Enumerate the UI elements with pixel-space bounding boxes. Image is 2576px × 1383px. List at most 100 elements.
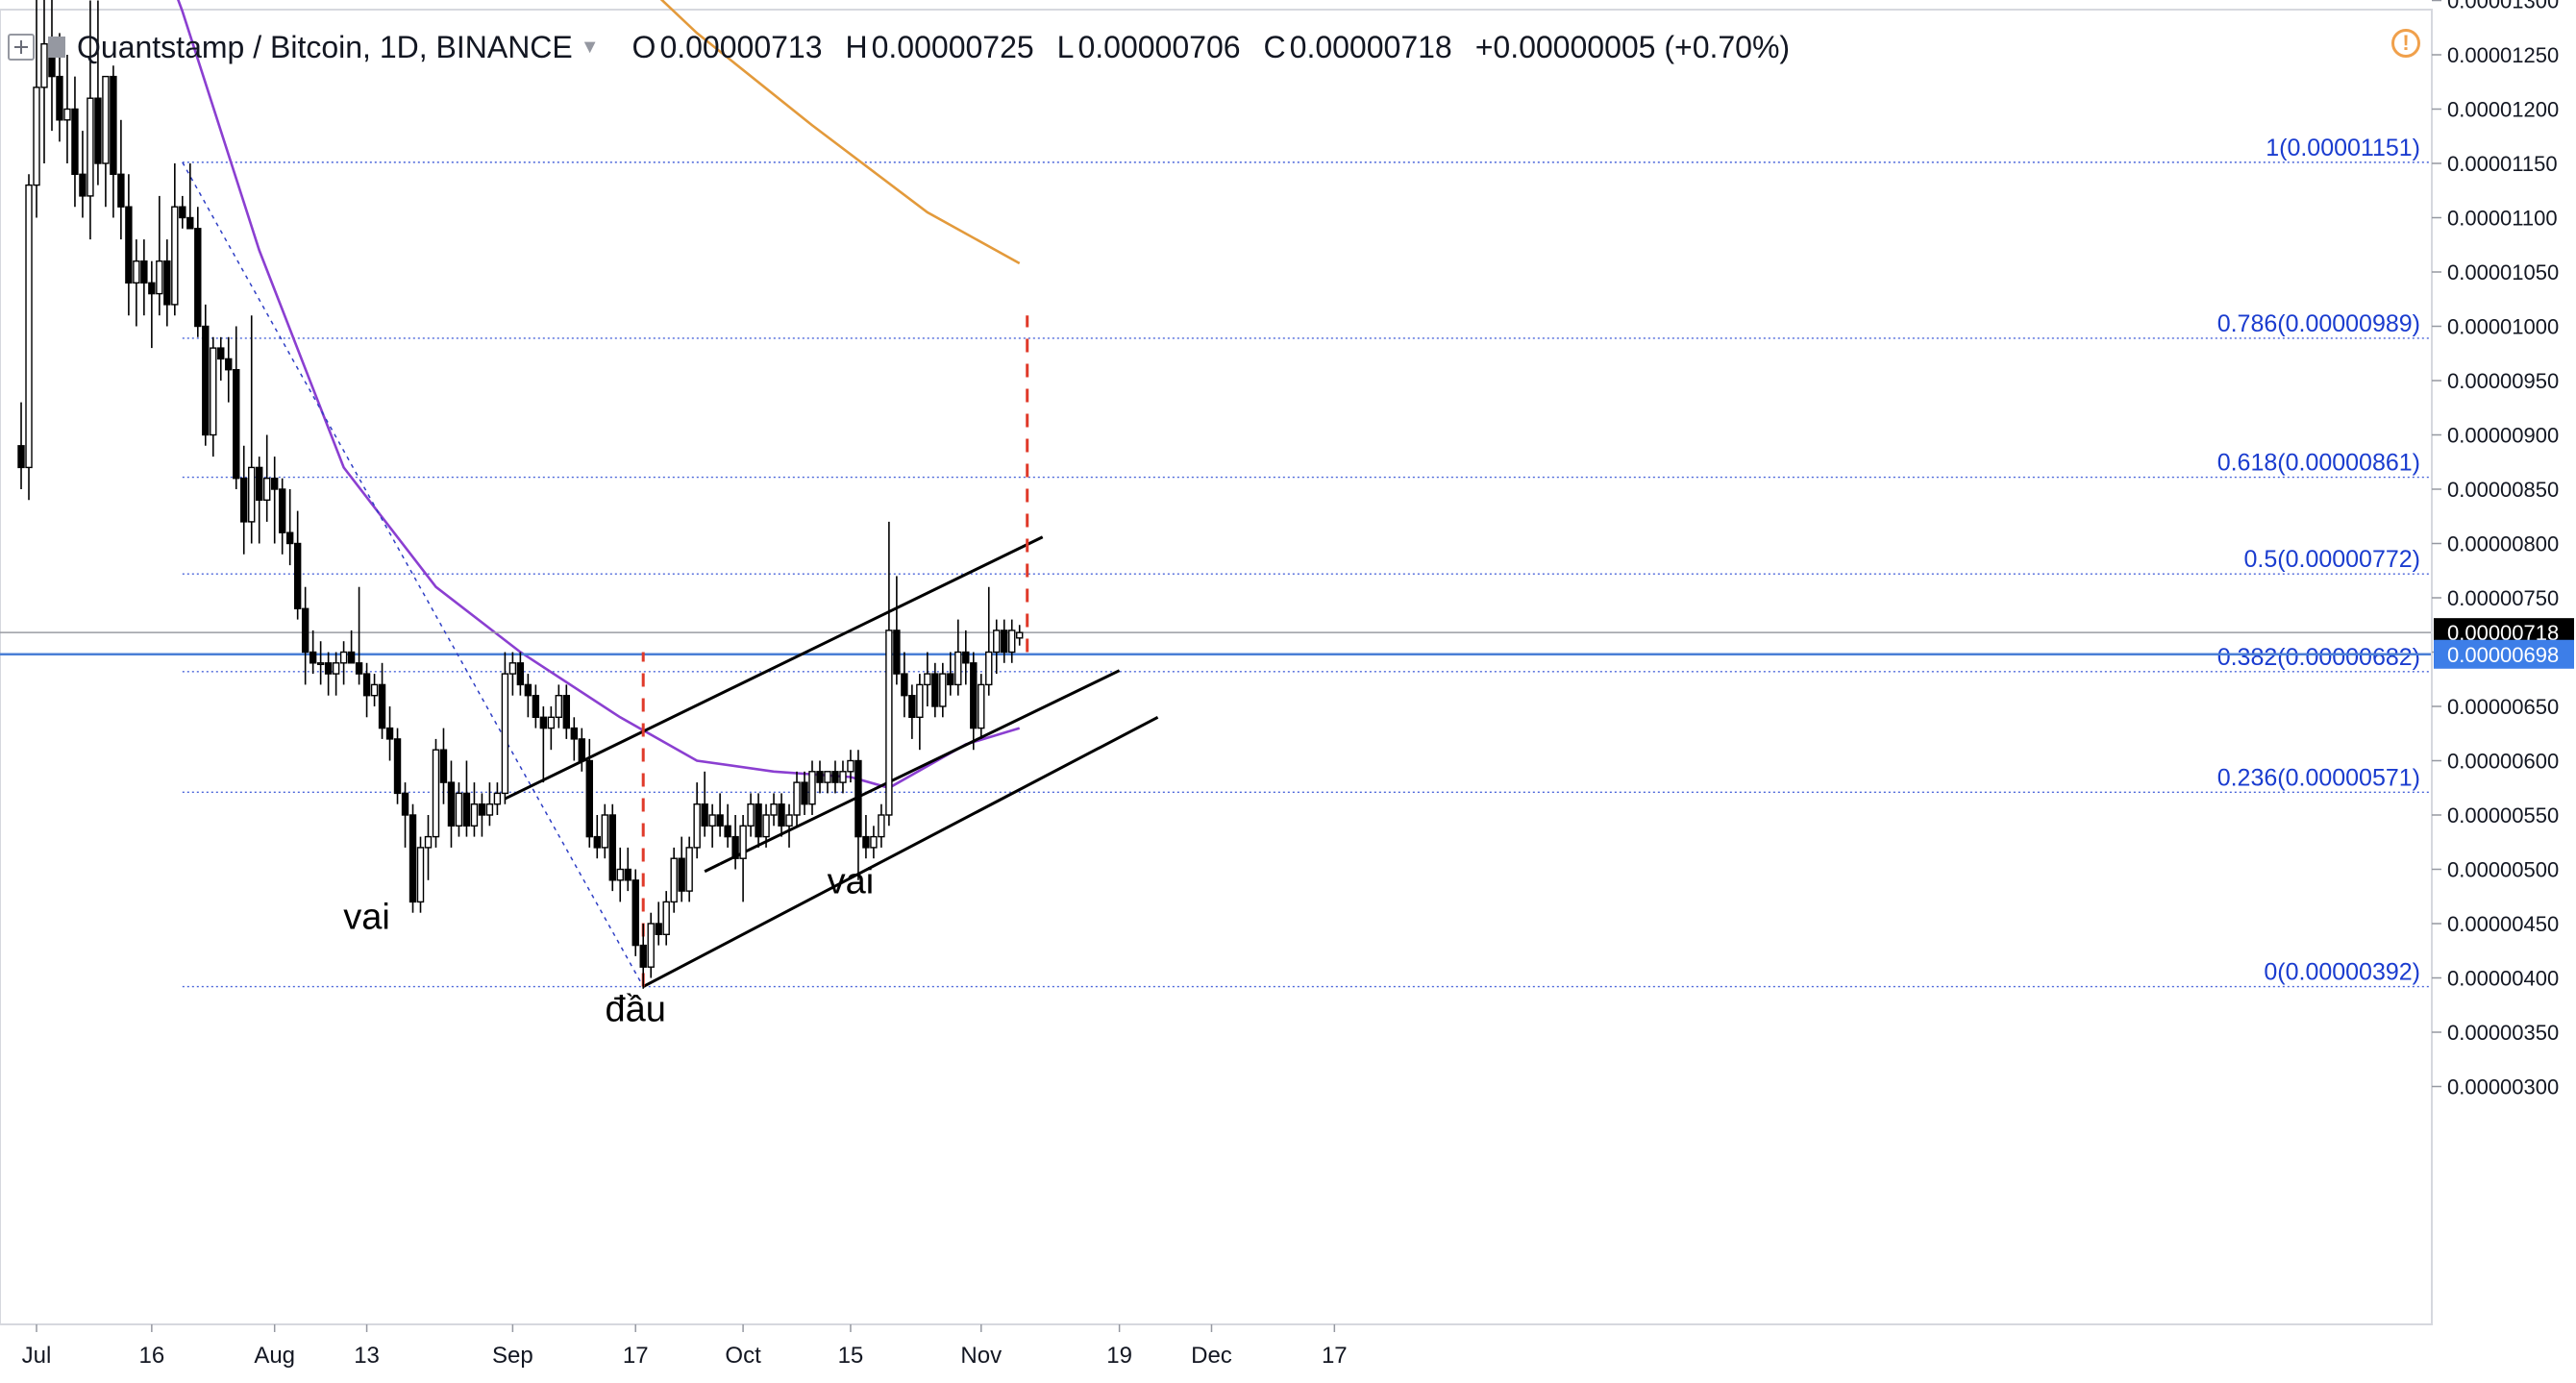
candle-down — [309, 651, 317, 664]
price-tick-label: 0.00000450 — [2447, 912, 2559, 936]
candle-down — [225, 358, 233, 371]
candle-down — [148, 282, 156, 295]
fib-diagonal-line[interactable] — [182, 161, 644, 987]
candle-down — [624, 868, 632, 881]
candle-up — [547, 716, 556, 729]
candle-down — [801, 781, 808, 805]
open-value: 0.00000713 — [659, 29, 823, 64]
candle-up — [424, 835, 433, 849]
time-tick-label: 16 — [138, 1343, 164, 1369]
candle-up — [824, 771, 831, 783]
time-tick-label: Oct — [725, 1343, 761, 1369]
candle-down — [947, 673, 954, 686]
time-tick-label: 19 — [1106, 1343, 1132, 1369]
candle-up — [1016, 631, 1024, 639]
fib-level-label: 0.5(0.00000772) — [2244, 546, 2420, 573]
candle-down — [562, 695, 571, 729]
fib-level-label: 1(0.00001151) — [2266, 135, 2420, 161]
candle-down — [816, 771, 824, 783]
candle-down — [908, 695, 916, 719]
price-tick-label: 0.00000750 — [2447, 586, 2559, 610]
candle-down — [532, 695, 540, 719]
fib-level-label: 0.236(0.00000571) — [2217, 764, 2420, 791]
trend-lines[interactable] — [0, 161, 2432, 988]
exclamation-circle-icon[interactable]: ! — [2391, 29, 2420, 58]
candle-down — [324, 662, 333, 675]
candle-up — [339, 651, 348, 664]
candle-down — [240, 478, 248, 523]
candle-down — [125, 206, 133, 284]
candle-up — [762, 814, 770, 838]
fib-level-label: 0(0.00000392) — [2264, 959, 2420, 986]
candle-up — [808, 771, 816, 805]
candle-up — [508, 662, 517, 675]
candle-up — [248, 466, 256, 523]
candle-down — [17, 445, 25, 469]
high-label: H — [845, 29, 868, 64]
candle-up — [87, 97, 94, 197]
fibonacci-retracement[interactable]: 1(0.00001151) 0.786(0.00000989) 0.618(0.00… — [182, 135, 2432, 988]
candle-up — [693, 803, 701, 849]
candle-up — [785, 814, 793, 827]
time-tick-label: Sep — [492, 1343, 533, 1369]
price-tick-label: 0.00000300 — [2447, 1075, 2559, 1099]
candle-up — [40, 43, 48, 88]
chevron-down-icon[interactable]: ▼ — [580, 36, 600, 58]
candle-up — [847, 759, 855, 773]
candle-down — [194, 228, 202, 328]
price-tick-label: 0.00000550 — [2447, 803, 2559, 827]
candle-down — [831, 771, 839, 783]
price-tick-label: 0.00001250 — [2447, 43, 2559, 67]
channel-trend-line[interactable] — [504, 535, 1044, 801]
time-tick-label: Dec — [1191, 1343, 1232, 1369]
line-price-badge[interactable] — [2434, 639, 2574, 669]
candle-down — [716, 814, 724, 827]
close-label: C — [1263, 29, 1286, 64]
candle-up — [156, 260, 163, 295]
fib-level-label: 0.382(0.00000682) — [2217, 644, 2420, 671]
moving-average-line — [177, 0, 1021, 790]
candle-down — [301, 607, 310, 654]
price-tick-label: 0.00000900 — [2447, 424, 2559, 448]
candle-down — [233, 369, 240, 480]
pattern-label: vai — [343, 898, 390, 938]
candle-down — [731, 835, 739, 859]
symbol-color-icon — [48, 37, 65, 58]
candle-up — [432, 749, 440, 838]
candle-down — [202, 325, 210, 436]
candle-down — [778, 803, 785, 827]
candle-down — [110, 75, 117, 175]
candle-up — [485, 803, 494, 816]
channel-trend-line[interactable] — [642, 715, 1159, 988]
time-tick-label: Aug — [254, 1343, 295, 1369]
candle-up — [25, 184, 33, 469]
channel-trend-line[interactable] — [704, 862, 721, 874]
candle-down — [970, 662, 978, 729]
candle-up — [739, 825, 747, 859]
candle-down — [893, 630, 901, 675]
candle-up — [662, 901, 670, 936]
candle-down — [962, 651, 970, 664]
candle-down — [901, 673, 908, 697]
candle-down — [447, 781, 456, 827]
plus-square-icon[interactable] — [8, 34, 35, 61]
channel-trend-line[interactable] — [719, 669, 1121, 866]
candle-down — [79, 173, 87, 197]
symbol-title[interactable]: Quantstamp / Bitcoin, 1D, BINANCE — [77, 29, 573, 64]
open-label: O — [632, 29, 656, 64]
candle-down — [285, 531, 294, 545]
candle-down — [217, 347, 225, 360]
candle-up — [171, 206, 179, 306]
candle-up — [493, 792, 502, 805]
candle-down — [94, 97, 102, 164]
candle-up — [210, 347, 217, 436]
candle-up — [133, 260, 140, 284]
candle-down — [439, 749, 448, 783]
price-tick-label: 0.00001300 — [2447, 0, 2559, 13]
candle-up — [885, 630, 893, 816]
pattern-label: đầu — [606, 990, 666, 1030]
time-tick-label: 15 — [838, 1343, 864, 1369]
